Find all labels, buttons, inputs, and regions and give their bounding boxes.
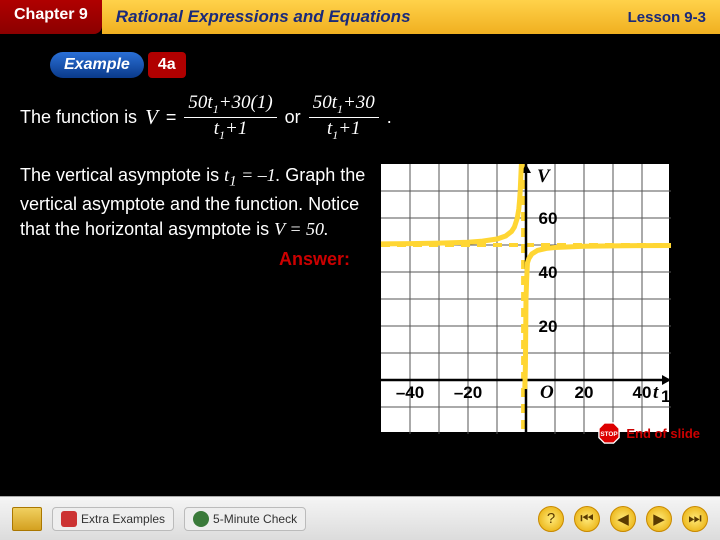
example-badge: Example 4a <box>50 52 186 78</box>
fraction-1: 50t1+30(1) t1+1 <box>184 92 276 143</box>
svg-text:t: t <box>653 382 659 403</box>
content: Example 4a The function is V = 50t1+30(1… <box>0 34 720 494</box>
five-minute-check-button[interactable]: 5-Minute Check <box>184 507 306 531</box>
eq-or: or <box>285 107 301 128</box>
graph-svg: –40 –20 20 40 20 40 60 O Vt1 <box>381 164 671 434</box>
chapter-tab: Chapter 9 <box>0 0 102 34</box>
eq-V: V <box>145 105 158 130</box>
eq-pretext: The function is <box>20 107 137 128</box>
frac2-den: t1+1 <box>323 118 365 143</box>
header: Chapter 9 Rational Expressions and Equat… <box>0 0 720 34</box>
text-column: The vertical asymptote is t1 = –1. Graph… <box>20 163 380 433</box>
example-number: 4a <box>148 52 186 78</box>
example-label: Example <box>50 52 144 78</box>
stop-icon: STOP <box>598 422 620 444</box>
body-row: The vertical asymptote is t1 = –1. Graph… <box>20 163 700 433</box>
svg-text:–20: –20 <box>454 383 482 402</box>
footer: Extra Examples 5-Minute Check ? ⏮ ◀ ▶ ⏭ <box>0 496 720 540</box>
end-text: End of slide <box>626 426 700 441</box>
function-graph: –40 –20 20 40 20 40 60 O Vt1 <box>380 163 670 433</box>
globe-icon <box>61 511 77 527</box>
svg-text:60: 60 <box>539 209 558 228</box>
extra-examples-button[interactable]: Extra Examples <box>52 507 174 531</box>
frac1-num: 50t1+30(1) <box>184 92 276 118</box>
equation-line: The function is V = 50t1+30(1) t1+1 or 5… <box>20 92 700 143</box>
nav-first-button[interactable]: ⏮ <box>574 506 600 532</box>
explanation: The vertical asymptote is t1 = –1. Graph… <box>20 163 380 243</box>
graph-column: –40 –20 20 40 20 40 60 O Vt1 <box>380 163 690 433</box>
eq-equals: = <box>166 107 177 128</box>
eq-t1: t1 = –1. <box>224 165 280 185</box>
nav-next-button[interactable]: ▶ <box>646 506 672 532</box>
svg-text:STOP: STOP <box>601 431 619 438</box>
title-text: Rational Expressions and Equations <box>116 7 411 27</box>
clock-icon <box>193 511 209 527</box>
nav-help-button[interactable]: ? <box>538 506 564 532</box>
nav-last-button[interactable]: ⏭ <box>682 506 708 532</box>
end-of-slide: STOP End of slide <box>598 422 700 444</box>
lesson-text: Lesson 9-3 <box>628 9 706 26</box>
svg-text:20: 20 <box>539 317 558 336</box>
title-bar: Rational Expressions and Equations Lesso… <box>102 0 720 34</box>
fraction-2: 50t1+30 t1+1 <box>309 92 379 143</box>
nav-prev-button[interactable]: ◀ <box>610 506 636 532</box>
svg-text:V: V <box>537 166 551 187</box>
frac2-num: 50t1+30 <box>309 92 379 118</box>
svg-text:40: 40 <box>633 383 652 402</box>
svg-text:20: 20 <box>575 383 594 402</box>
svg-text:1: 1 <box>661 387 670 406</box>
book-icon[interactable] <box>12 507 42 531</box>
eq-dot: . <box>387 107 392 128</box>
svg-text:–40: –40 <box>396 383 424 402</box>
frac1-den: t1+1 <box>210 118 252 143</box>
eq-v50: V = 50. <box>274 219 328 239</box>
svg-text:O: O <box>540 382 554 403</box>
svg-text:40: 40 <box>539 263 558 282</box>
answer-label: Answer: <box>20 249 380 270</box>
